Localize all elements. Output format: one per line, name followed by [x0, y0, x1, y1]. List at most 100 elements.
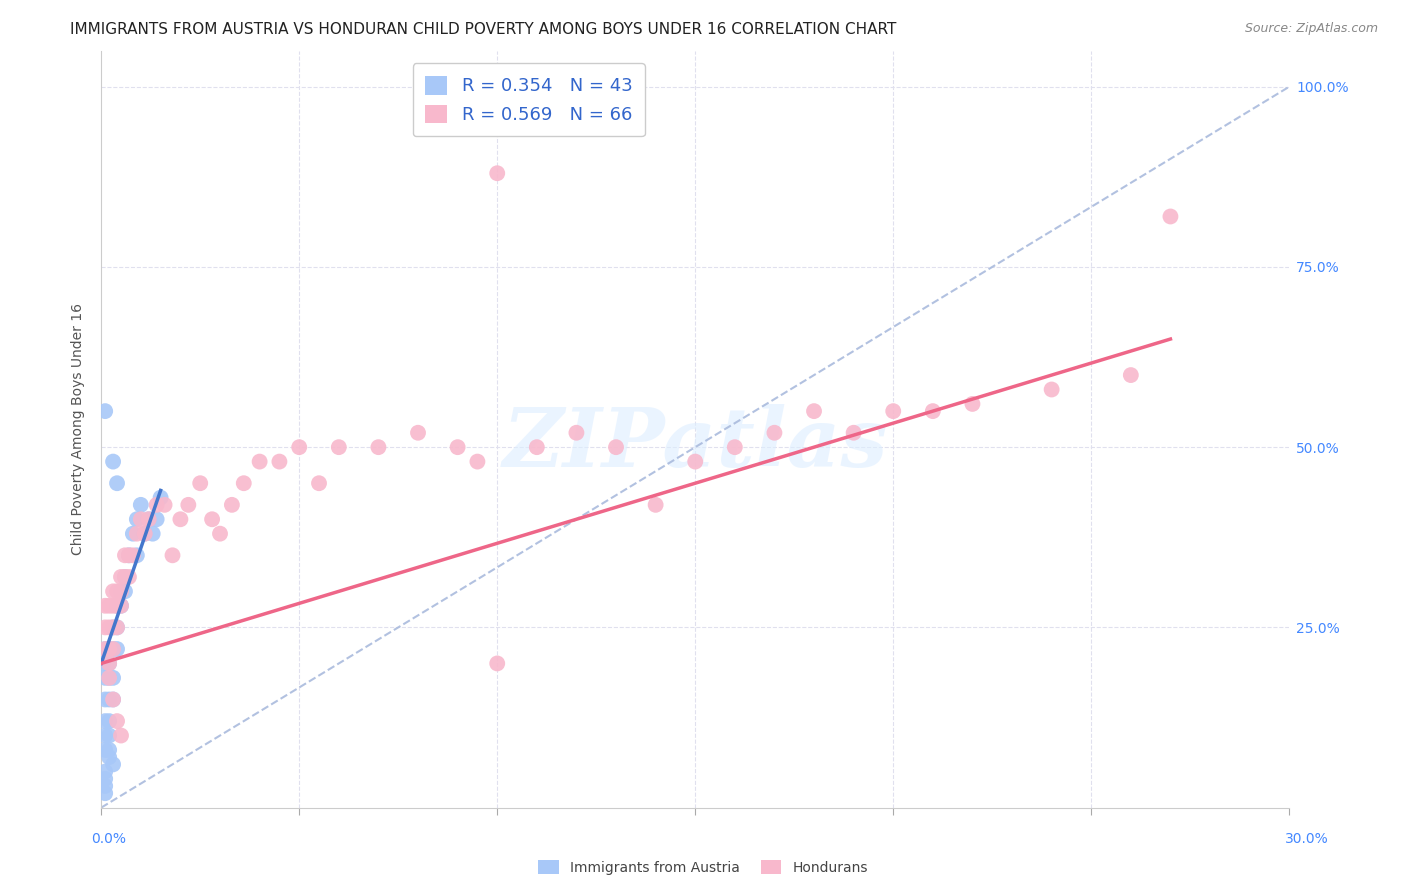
Point: [118, 549, 141, 563]
Point: [145, 498, 167, 512]
Point: [118, 549, 141, 563]
Point: [101, 599, 124, 613]
Point: [1159, 210, 1181, 224]
Point: [201, 512, 224, 526]
Point: [1119, 368, 1142, 382]
Point: [101, 642, 124, 657]
Point: [467, 454, 489, 468]
Legend: R = 0.354   N = 43, R = 0.569   N = 66: R = 0.354 N = 43, R = 0.569 N = 66: [413, 63, 645, 136]
Point: [565, 425, 588, 440]
Point: [98, 642, 121, 657]
Point: [94, 779, 117, 793]
Point: [94, 642, 117, 657]
Text: Source: ZipAtlas.com: Source: ZipAtlas.com: [1244, 22, 1378, 36]
Point: [446, 440, 468, 454]
Text: ZIPatlas: ZIPatlas: [502, 404, 889, 484]
Point: [803, 404, 825, 418]
Point: [162, 549, 184, 563]
Point: [98, 750, 121, 764]
Point: [105, 620, 128, 634]
Point: [114, 584, 136, 599]
Point: [208, 526, 231, 541]
Point: [122, 549, 145, 563]
Point: [98, 657, 121, 671]
Point: [91, 657, 114, 671]
Point: [125, 549, 148, 563]
Point: [101, 671, 124, 685]
Point: [221, 498, 243, 512]
Point: [105, 620, 128, 634]
Point: [101, 620, 124, 634]
Point: [98, 657, 121, 671]
Point: [101, 620, 124, 634]
Point: [94, 599, 117, 613]
Text: IMMIGRANTS FROM AUSTRIA VS HONDURAN CHILD POVERTY AMONG BOYS UNDER 16 CORRELATIO: IMMIGRANTS FROM AUSTRIA VS HONDURAN CHIL…: [70, 22, 897, 37]
Point: [94, 404, 117, 418]
Point: [94, 642, 117, 657]
Point: [101, 692, 124, 706]
Point: [114, 549, 136, 563]
Point: [188, 476, 211, 491]
Point: [683, 454, 706, 468]
Point: [98, 714, 121, 728]
Point: [138, 512, 160, 526]
Point: [406, 425, 429, 440]
Point: [98, 692, 121, 706]
Point: [101, 584, 124, 599]
Point: [605, 440, 627, 454]
Point: [129, 512, 152, 526]
Point: [110, 729, 132, 743]
Point: [105, 584, 128, 599]
Point: [149, 491, 172, 505]
Point: [1040, 383, 1063, 397]
Point: [145, 512, 167, 526]
Point: [110, 599, 132, 613]
Point: [962, 397, 984, 411]
Point: [94, 692, 117, 706]
Point: [921, 404, 943, 418]
Text: 0.0%: 0.0%: [91, 831, 127, 846]
Point: [763, 425, 786, 440]
Point: [94, 620, 117, 634]
Point: [98, 671, 121, 685]
Point: [328, 440, 350, 454]
Point: [98, 599, 121, 613]
Point: [114, 570, 136, 584]
Point: [129, 498, 152, 512]
Point: [153, 498, 176, 512]
Point: [105, 642, 128, 657]
Point: [724, 440, 747, 454]
Point: [232, 476, 254, 491]
Point: [105, 476, 128, 491]
Legend: Immigrants from Austria, Hondurans: Immigrants from Austria, Hondurans: [533, 855, 873, 880]
Point: [110, 584, 132, 599]
Point: [486, 166, 509, 180]
Point: [842, 425, 865, 440]
Point: [98, 620, 121, 634]
Point: [98, 671, 121, 685]
Point: [94, 764, 117, 779]
Point: [105, 714, 128, 728]
Point: [101, 757, 124, 772]
Point: [114, 570, 136, 584]
Point: [122, 526, 145, 541]
Point: [94, 671, 117, 685]
Point: [94, 729, 117, 743]
Point: [98, 729, 121, 743]
Point: [94, 743, 117, 757]
Point: [110, 584, 132, 599]
Point: [177, 498, 200, 512]
Point: [101, 692, 124, 706]
Point: [269, 454, 291, 468]
Text: 30.0%: 30.0%: [1285, 831, 1329, 846]
Point: [110, 599, 132, 613]
Point: [101, 642, 124, 657]
Point: [367, 440, 389, 454]
Point: [110, 570, 132, 584]
Point: [644, 498, 666, 512]
Point: [142, 526, 165, 541]
Point: [308, 476, 330, 491]
Point: [138, 512, 160, 526]
Point: [101, 454, 124, 468]
Point: [526, 440, 548, 454]
